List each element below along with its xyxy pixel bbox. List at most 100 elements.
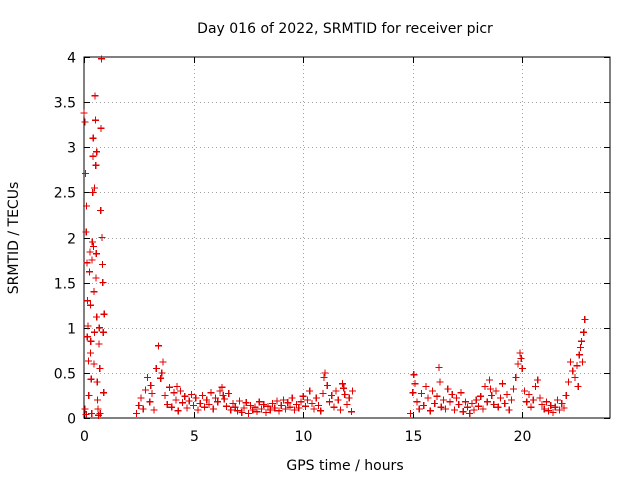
data-point — [196, 400, 204, 408]
data-point — [527, 403, 535, 411]
data-point — [573, 362, 581, 370]
data-point — [341, 391, 349, 399]
data-point — [525, 391, 533, 399]
data-point — [227, 406, 235, 414]
data-point — [92, 250, 100, 258]
data-point — [84, 297, 92, 305]
data-point — [268, 400, 276, 408]
x-tick-label: 15 — [405, 429, 423, 445]
data-point — [87, 375, 95, 383]
data-point — [512, 373, 520, 381]
data-point — [86, 248, 94, 256]
data-point — [150, 406, 158, 414]
data-point — [479, 405, 487, 413]
data-point — [94, 405, 102, 413]
data-point — [538, 400, 546, 408]
data-point — [466, 409, 474, 417]
data-point — [216, 387, 224, 395]
y-tick-label: 2.5 — [54, 186, 76, 202]
data-point — [516, 349, 524, 357]
data-point — [437, 403, 445, 411]
data-point — [562, 391, 570, 399]
data-point — [536, 394, 544, 402]
data-point — [418, 390, 426, 398]
data-point — [436, 378, 444, 386]
data-point — [345, 394, 353, 402]
data-point — [553, 396, 561, 404]
data-point — [308, 400, 316, 408]
chart-title: Day 016 of 2022, SRMTID for receiver pic… — [197, 21, 493, 37]
data-point — [83, 333, 91, 341]
data-point — [564, 378, 572, 386]
data-point — [310, 405, 318, 413]
data-point — [529, 396, 537, 404]
data-point — [435, 363, 443, 371]
data-point — [181, 392, 189, 400]
data-point — [209, 405, 217, 413]
data-point — [163, 400, 171, 408]
data-point — [82, 410, 90, 418]
plot-frame — [83, 56, 611, 419]
x-tick-label: 5 — [190, 429, 199, 445]
data-point — [194, 406, 202, 414]
data-point — [461, 398, 469, 406]
data-point — [222, 402, 230, 410]
y-tick-label: 3 — [67, 141, 76, 157]
data-point — [88, 238, 96, 246]
data-point — [578, 337, 586, 345]
data-point — [137, 394, 145, 402]
data-point — [487, 385, 495, 393]
data-point — [581, 316, 589, 324]
data-point — [174, 407, 182, 415]
data-point — [190, 401, 198, 409]
data-point — [183, 404, 191, 412]
data-point — [159, 358, 167, 366]
y-tick-labels: 0 0.5 1 1.5 2 2.5 3 3.5 4 — [54, 51, 76, 428]
data-point — [521, 387, 529, 395]
data-point — [347, 408, 355, 416]
data-point — [207, 389, 215, 397]
data-point — [431, 400, 439, 408]
data-point — [94, 396, 102, 404]
x-tick-label: 10 — [295, 429, 313, 445]
grid-lines — [84, 57, 610, 418]
data-point — [413, 398, 421, 406]
data-point — [328, 391, 336, 399]
data-point — [240, 404, 248, 412]
data-point — [514, 360, 522, 368]
data-point — [560, 404, 568, 412]
data-point — [82, 228, 90, 236]
data-point — [446, 398, 454, 406]
data-point — [214, 398, 222, 406]
data-point — [99, 279, 107, 287]
data-point — [185, 397, 193, 405]
data-point — [157, 374, 165, 382]
data-point — [579, 358, 587, 366]
data-point — [92, 274, 100, 282]
data-point — [88, 409, 96, 417]
data-point — [306, 387, 314, 395]
data-point — [330, 403, 338, 411]
data-point — [547, 401, 555, 409]
data-point — [299, 392, 307, 400]
data-point — [147, 382, 155, 390]
data-point — [93, 313, 101, 321]
data-point — [534, 376, 542, 384]
data-point — [457, 389, 465, 397]
data-point — [325, 398, 333, 406]
data-points — [80, 55, 589, 419]
data-point — [236, 397, 244, 405]
data-point — [433, 392, 441, 400]
data-point — [83, 259, 91, 267]
data-point — [459, 408, 467, 416]
data-point — [89, 152, 97, 160]
data-point — [531, 382, 539, 390]
data-point — [439, 396, 447, 404]
data-point — [83, 202, 91, 210]
data-point — [144, 373, 152, 381]
y-tick-label: 4 — [67, 51, 76, 67]
x-tick-label: 0 — [80, 429, 89, 445]
data-point — [96, 364, 104, 372]
data-point — [247, 401, 255, 409]
data-point — [90, 288, 98, 296]
